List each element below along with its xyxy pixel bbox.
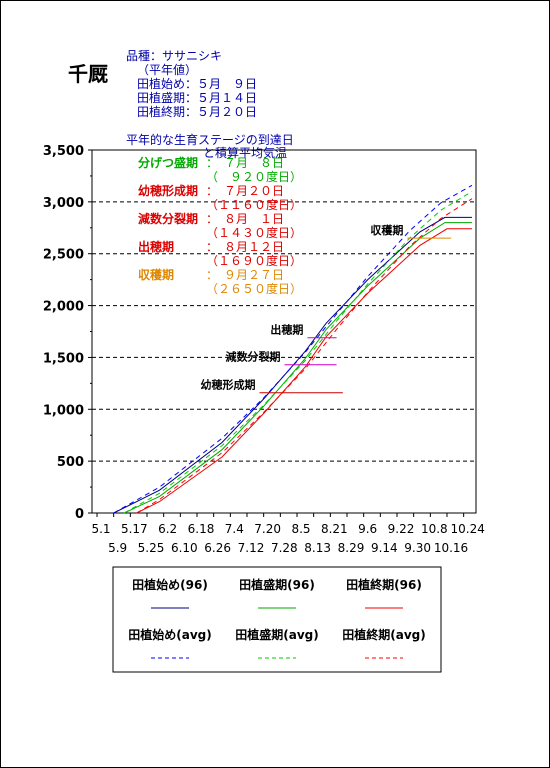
stage-header: 平年的な生育ステージの到達日 [126, 133, 294, 147]
variety-label: 品種：ササニシキ [126, 49, 223, 63]
x-tick-label: 5.17 [121, 522, 148, 536]
legend-label: 田植始め(avg) [128, 627, 211, 642]
stage-name: 減数分裂期 [138, 211, 198, 226]
series-line-田植始め(avg) [113, 184, 473, 514]
y-tick-label: 1,000 [43, 403, 84, 418]
x-tick-label: 5.1 [91, 522, 110, 536]
legend-label: 田植終期(96) [346, 577, 422, 592]
series-lines [113, 184, 473, 514]
x-tick-label: 6.18 [188, 522, 215, 536]
x-tick-label: 8.21 [321, 522, 348, 536]
x-tick-label: 10.24 [450, 522, 484, 536]
stage-date: ： ８月１２日 [206, 240, 284, 254]
x-tick-label: 10.8 [421, 522, 448, 536]
stage-gdd: （２６５０度日） [206, 281, 302, 296]
planting-end: 田植終期：５月２０日 [137, 105, 258, 119]
y-tick-label: 0 [75, 507, 84, 522]
x-tick-label: 6.26 [204, 541, 231, 555]
series-line-田植盛期(avg) [123, 191, 473, 514]
stage-date: ： ９月２７日 [206, 268, 284, 282]
stage-name: 収穫期 [138, 267, 174, 282]
series-line-田植終期(96) [136, 228, 472, 514]
stage-date: ： ８月 １日 [206, 212, 284, 226]
stage-name: 分げつ盛期 [138, 155, 198, 170]
series-line-田植終期(avg) [136, 198, 473, 514]
y-tick-label: 3,000 [43, 196, 84, 211]
stage-gdd: （１６９０度日） [206, 253, 302, 268]
series-line-田植盛期(96) [123, 222, 472, 514]
legend-box [112, 566, 442, 673]
legend-label: 田植盛期(avg) [235, 627, 318, 642]
annotation-label: 減数分裂期 [226, 350, 281, 364]
x-axis-ticks: 5.1 5.9 5.17 5.25 6.2 6.10 6.18 6.26 7.4 7.12 7.20… [91, 513, 485, 555]
place-title: 千厩 [68, 62, 108, 86]
stage-date: ： ７月２０日 [206, 184, 284, 198]
y-tick-label: 1,500 [43, 351, 84, 366]
y-axis-ticks: 0 500 1,000 1,500 2,000 2,500 3,000 3,500 [43, 144, 92, 522]
stage-list: 分げつ盛期 ： ７月 ８日（ ９２０度日） 幼穂形成期 ： ７月２０日（１１６０度日）… [138, 155, 302, 296]
legend-label: 田植終期(avg) [342, 627, 425, 642]
x-tick-label: 9.6 [358, 522, 377, 536]
stage-gdd: （１１６０度日） [206, 197, 302, 212]
stage-gdd: （ ９２０度日） [206, 169, 302, 184]
normal-label: （平年値） [137, 63, 198, 77]
legend-label: 田植盛期(96) [239, 577, 315, 592]
x-tick-label: 10.16 [434, 541, 468, 555]
x-tick-label: 7.28 [271, 541, 298, 555]
annotation-label: 収穫期 [370, 223, 403, 237]
x-tick-label: 9.14 [371, 541, 398, 555]
x-tick-label: 6.10 [171, 541, 198, 555]
x-tick-label: 6.2 [158, 522, 177, 536]
annotation-label: 幼穂形成期 [201, 378, 256, 392]
stage-gdd: （１４３０度日） [206, 225, 302, 240]
legend: 田植始め(96) 田植盛期(96) 田植終期(96) 田植始め(avg) 田植盛期(av… [128, 577, 426, 659]
x-tick-label: 5.25 [138, 541, 165, 555]
x-tick-label: 7.4 [225, 522, 244, 536]
x-tick-label: 7.20 [254, 522, 281, 536]
series-line-田植始め(96) [113, 216, 472, 514]
x-tick-label: 8.13 [304, 541, 331, 555]
legend-label: 田植始め(96) [132, 577, 208, 592]
grid-lines [92, 201, 476, 462]
annotation-label: 出穂期 [270, 323, 303, 337]
planting-start: 田植始め：５月 ９日 [137, 77, 258, 91]
y-tick-label: 2,500 [43, 248, 84, 263]
y-tick-label: 3,500 [43, 144, 84, 159]
y-tick-label: 500 [57, 455, 84, 470]
x-tick-label: 5.9 [108, 541, 127, 555]
x-tick-label: 8.5 [291, 522, 310, 536]
stage-name: 幼穂形成期 [138, 183, 198, 198]
planting-peak: 田植盛期：５月１４日 [137, 91, 258, 105]
stage-date: ： ７月 ８日 [206, 156, 284, 170]
x-tick-label: 9.22 [388, 522, 415, 536]
y-tick-label: 2,000 [43, 300, 84, 315]
x-tick-label: 8.29 [338, 541, 365, 555]
x-tick-label: 7.12 [238, 541, 265, 555]
stage-name: 出穂期 [138, 239, 174, 254]
x-tick-label: 9.30 [404, 541, 431, 555]
